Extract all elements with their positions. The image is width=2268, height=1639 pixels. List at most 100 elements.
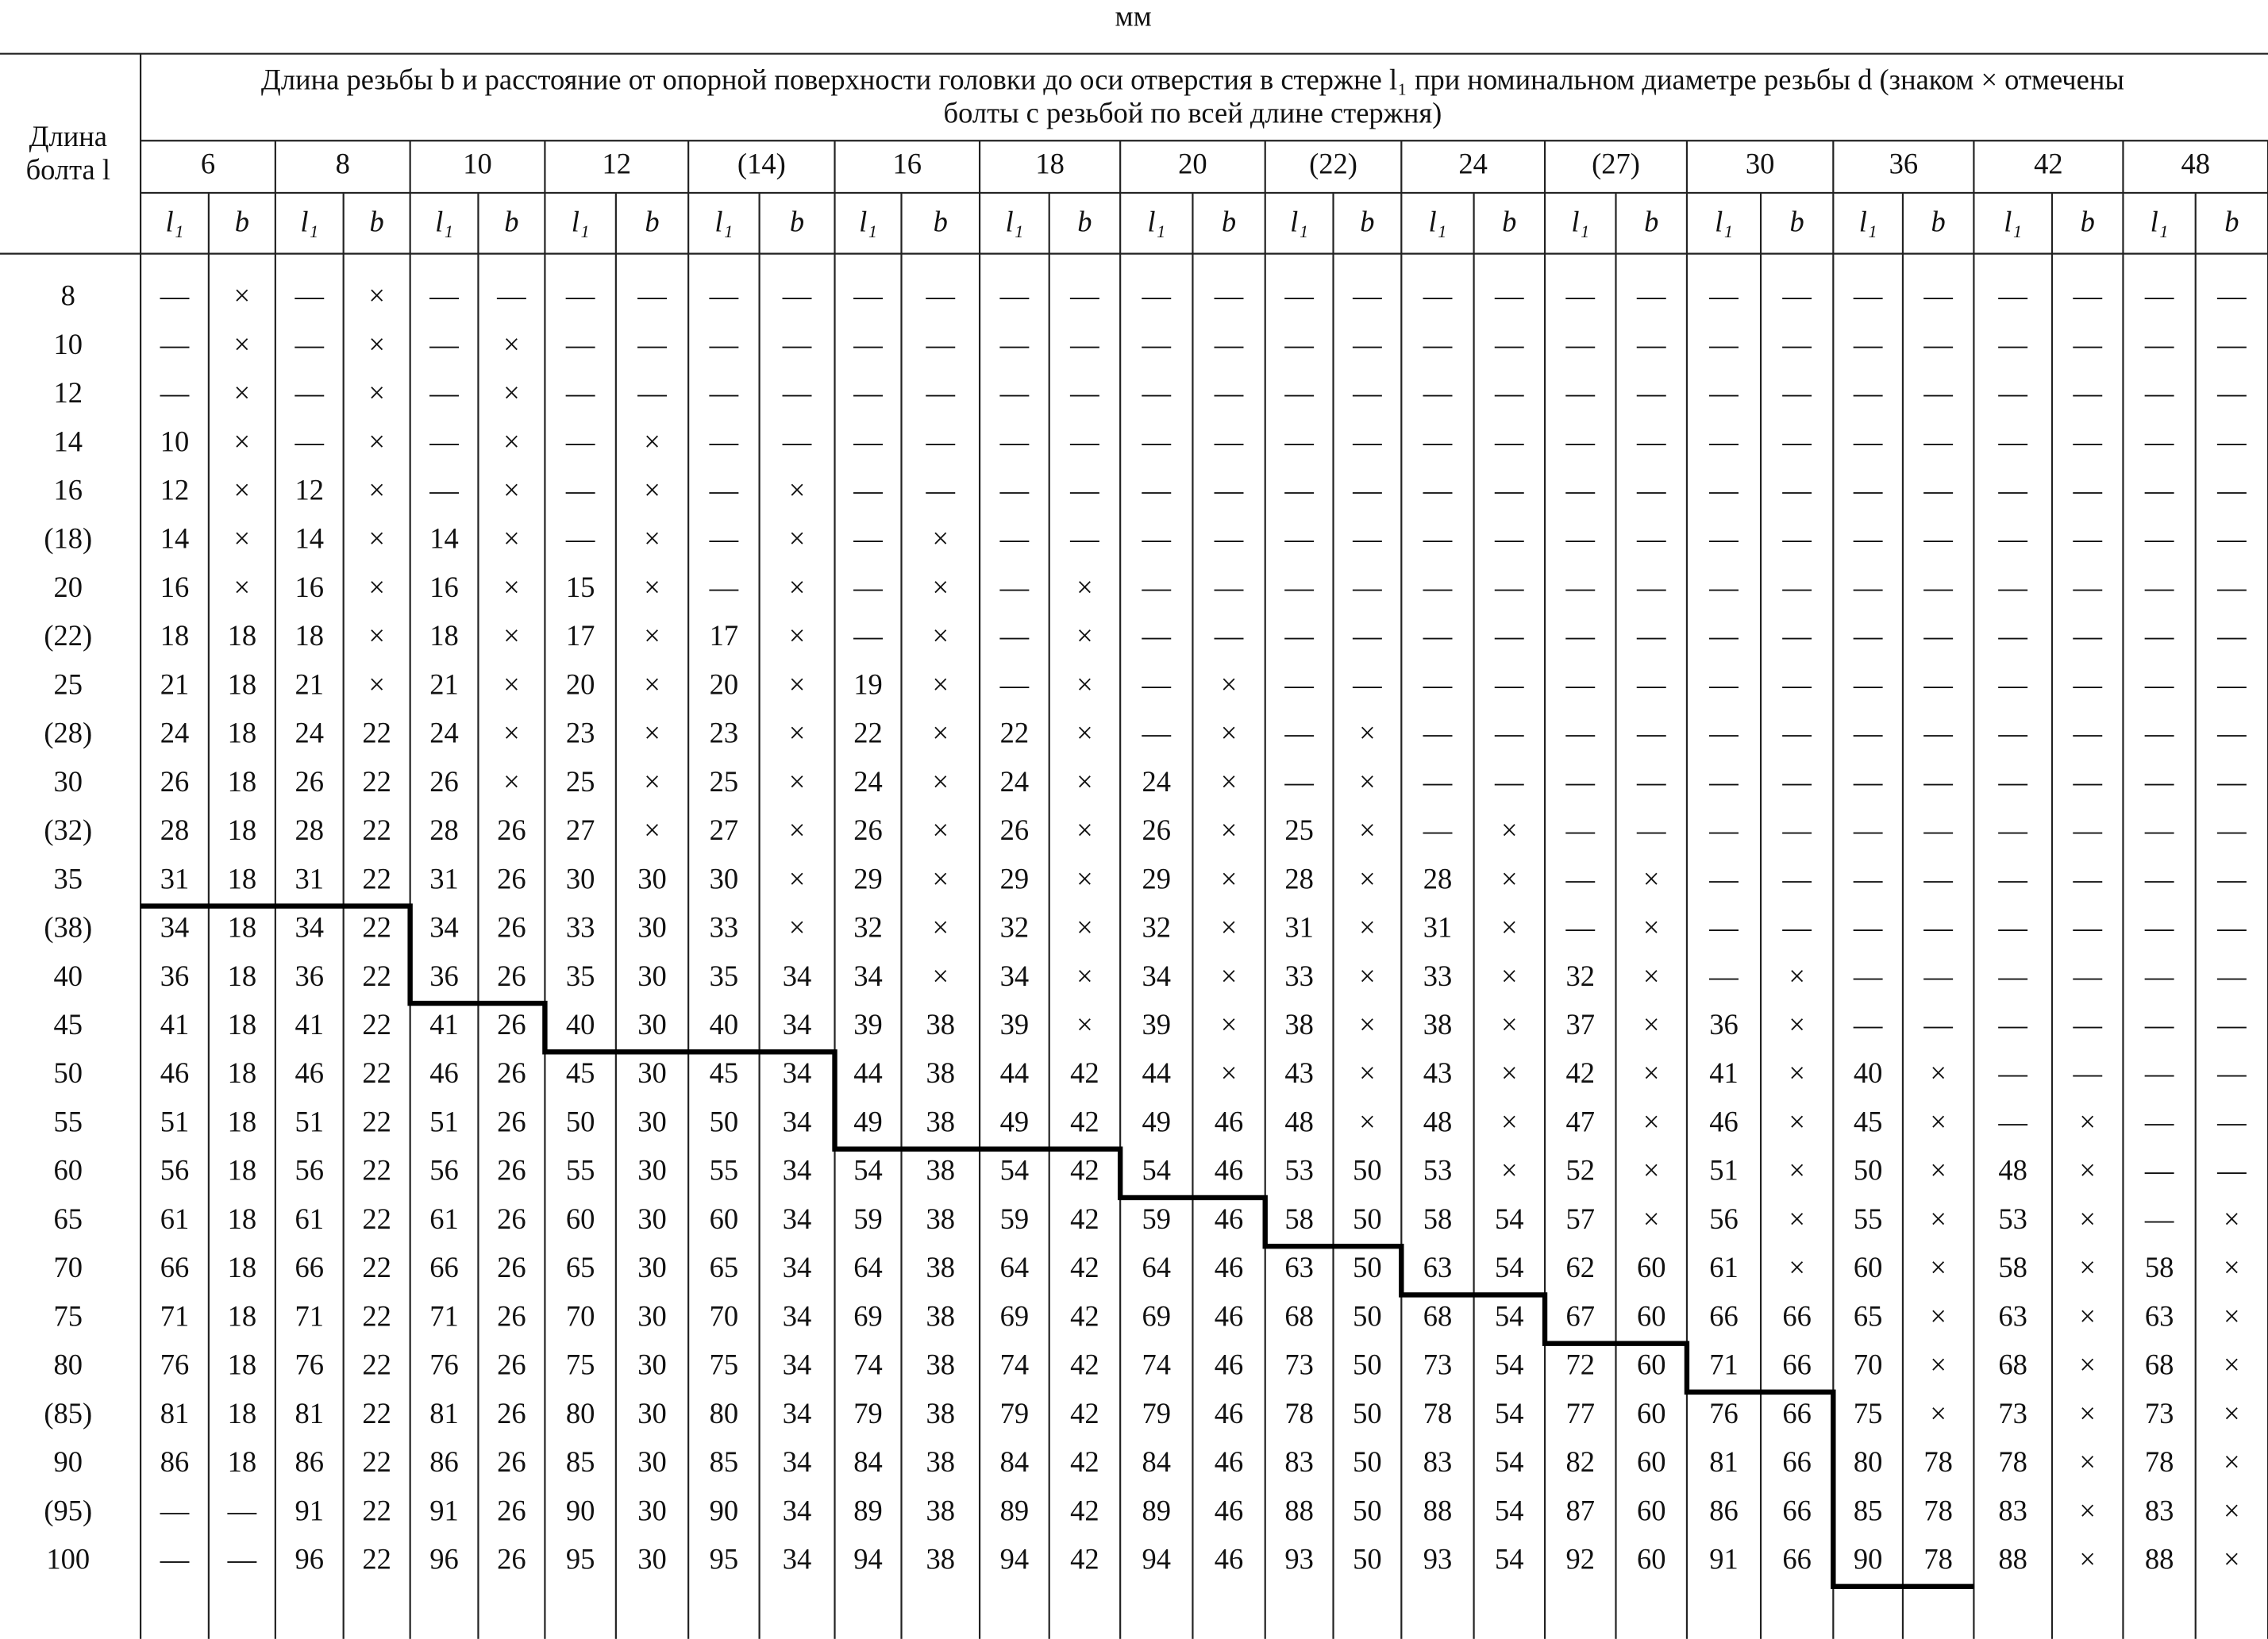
cell: 70 <box>710 1299 739 1332</box>
cell: × <box>1076 668 1093 700</box>
cell: 50 <box>1353 1349 1382 1381</box>
cell: — <box>1494 522 1524 555</box>
cell: 60 <box>1637 1349 1666 1381</box>
cell: × <box>1359 960 1376 992</box>
cell: — <box>2144 522 2174 555</box>
cell: — <box>160 328 190 360</box>
cell: 18 <box>228 1349 257 1381</box>
cell: — <box>1997 1008 2027 1041</box>
cell: — <box>1997 717 2027 749</box>
cell: 30 <box>637 862 667 895</box>
cell: 68 <box>1998 1349 2027 1381</box>
cell: — <box>926 279 956 312</box>
cell: — <box>1142 376 1172 409</box>
cell: 40 <box>1854 1056 1883 1089</box>
cell: 46 <box>1215 1397 1244 1429</box>
cell: × <box>789 668 806 700</box>
cell: 48 <box>1423 1105 1453 1137</box>
cell: — <box>709 425 739 457</box>
cell: 66 <box>295 1251 325 1283</box>
cell: — <box>1565 668 1596 700</box>
cell: 54 <box>1495 1445 1524 1478</box>
cell: — <box>1853 522 1883 555</box>
cell: 28 <box>1284 862 1314 895</box>
cell: — <box>2216 279 2247 312</box>
cell: — <box>1997 1056 2027 1089</box>
cell: 34 <box>295 911 325 944</box>
cell: — <box>1853 717 1883 749</box>
cell: — <box>1708 668 1739 700</box>
cell: 50 <box>1353 1445 1382 1478</box>
cell: × <box>1501 862 1518 895</box>
cell: — <box>1565 571 1596 603</box>
cell: × <box>1076 911 1093 944</box>
cell: × <box>1359 765 1376 798</box>
sub-header: l₁ <box>1005 205 1023 237</box>
cell: — <box>2072 619 2102 652</box>
cell: 54 <box>1495 1494 1524 1526</box>
corner-line: Длина <box>29 120 107 152</box>
cell: 30 <box>637 1543 667 1576</box>
cell: — <box>2072 571 2102 603</box>
cell: 34 <box>783 1445 812 1478</box>
cell: — <box>1997 619 2027 652</box>
cell: — <box>1565 328 1596 360</box>
cell: 18 <box>228 1299 257 1332</box>
cell: 38 <box>926 1299 956 1332</box>
cell: 12 <box>160 474 190 506</box>
cell: 66 <box>1782 1397 1812 1429</box>
cell: — <box>1781 862 1812 895</box>
row-length: (22) <box>44 619 92 652</box>
cell: — <box>1853 814 1883 846</box>
cell: — <box>1708 619 1739 652</box>
cell: — <box>2144 1154 2174 1187</box>
cell: 88 <box>1998 1543 2027 1576</box>
cell: 61 <box>160 1202 190 1235</box>
cell: 41 <box>160 1008 190 1041</box>
sub-header: b <box>1931 205 1946 237</box>
cell: 79 <box>853 1397 883 1429</box>
cell: 92 <box>1566 1543 1596 1576</box>
cell: — <box>1997 425 2027 457</box>
diameter: 24 <box>1458 147 1488 179</box>
cell: — <box>1423 619 1453 652</box>
cell: 30 <box>637 1056 667 1089</box>
cell: 38 <box>926 1543 956 1576</box>
cell: — <box>999 619 1030 652</box>
cell: — <box>1494 571 1524 603</box>
cell: 32 <box>1566 960 1596 992</box>
cell: × <box>1221 717 1238 749</box>
cell: 42 <box>1070 1154 1099 1187</box>
cell: 22 <box>853 717 883 749</box>
cell: 28 <box>1423 862 1453 895</box>
cell: × <box>1076 1008 1093 1041</box>
cell: 66 <box>429 1251 458 1283</box>
cell: 46 <box>1215 1445 1244 1478</box>
cell: 66 <box>160 1251 190 1283</box>
cell: 50 <box>1854 1154 1883 1187</box>
cell: 26 <box>497 1397 526 1429</box>
cell: 26 <box>497 1494 526 1526</box>
cell: 54 <box>1495 1299 1524 1332</box>
cell: × <box>1221 911 1238 944</box>
sub-header: l₁ <box>300 205 318 237</box>
cell: × <box>932 911 949 944</box>
cell: — <box>853 474 883 506</box>
cell: 34 <box>1000 960 1030 992</box>
row-length: 10 <box>54 328 83 360</box>
cell: 54 <box>1142 1154 1172 1187</box>
cell: — <box>1853 571 1883 603</box>
cell: — <box>1636 619 1666 652</box>
cell: × <box>1643 1202 1660 1235</box>
cell: 18 <box>160 619 190 652</box>
cell: 18 <box>228 717 257 749</box>
cell: 46 <box>1215 1251 1244 1283</box>
cell: 14 <box>295 522 325 555</box>
cell: 65 <box>710 1251 739 1283</box>
cell: × <box>2079 1202 2096 1235</box>
cell: 30 <box>637 1202 667 1235</box>
cell: — <box>2216 1056 2247 1089</box>
cell: — <box>1565 425 1596 457</box>
cell: 56 <box>295 1154 325 1187</box>
cell: 67 <box>1566 1299 1596 1332</box>
